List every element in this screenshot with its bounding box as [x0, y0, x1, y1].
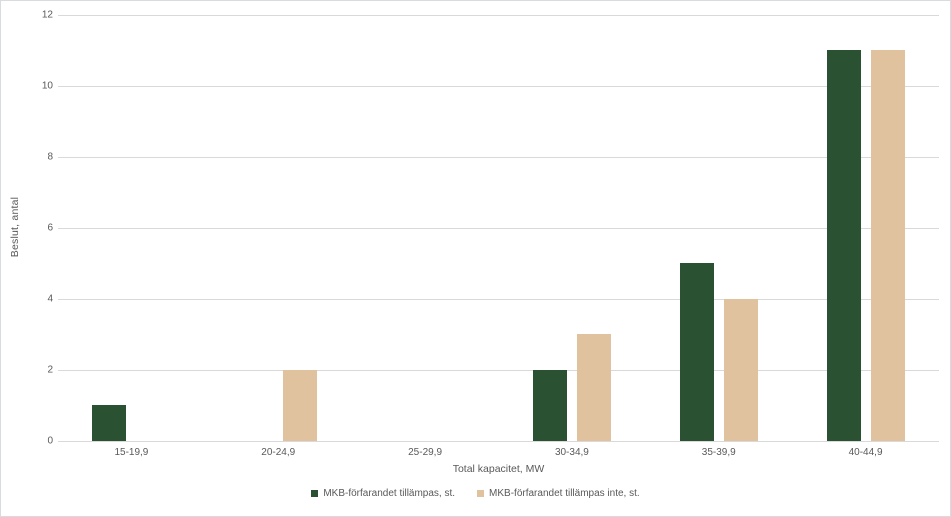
bar-groups — [58, 15, 939, 441]
bar-series1-35-39,9 — [679, 263, 714, 441]
legend-swatch-icon — [477, 490, 485, 497]
bar-series1-30-34,9 — [532, 370, 567, 441]
bar-series1-40-44,9 — [826, 50, 861, 441]
y-tick-label-2: 2 — [47, 364, 53, 376]
y-tick-label-12: 12 — [41, 9, 53, 21]
y-tick-label-6: 6 — [47, 222, 53, 234]
bar-group-20-24,9 — [205, 15, 352, 441]
bar-group-15-19,9 — [58, 15, 205, 441]
legend-swatch-icon — [311, 490, 319, 497]
plot-area — [58, 15, 939, 442]
bar-group-40-44,9 — [792, 15, 939, 441]
x-tick-label-40-44,9: 40-44,9 — [848, 447, 883, 458]
gridline-y-4 — [58, 299, 939, 300]
y-tick-label-4: 4 — [47, 293, 53, 305]
gridline-y-12 — [58, 15, 939, 16]
legend-label: MKB-förfarandet tillämpas inte, st. — [489, 488, 640, 499]
x-tick-label-35-39,9: 35-39,9 — [701, 447, 736, 458]
bar-group-25-29,9 — [352, 15, 499, 441]
gridline-y-0 — [58, 441, 939, 442]
gridline-y-2 — [58, 370, 939, 371]
bar-series2-30-34,9 — [576, 334, 611, 441]
bar-series2-35-39,9 — [723, 299, 758, 441]
y-tick-label-0: 0 — [47, 435, 53, 447]
x-tick-label-30-34,9: 30-34,9 — [554, 447, 589, 458]
x-axis-title: Total kapacitet, MW — [452, 463, 545, 475]
bar-series2-20-24,9 — [283, 370, 318, 441]
x-tick-label-15-19,9: 15-19,9 — [114, 447, 149, 458]
legend-item-1: MKB-förfarandet tillämpas, st. — [311, 488, 455, 499]
gridline-y-6 — [58, 228, 939, 229]
bar-series2-40-44,9 — [870, 50, 905, 441]
bar-group-30-34,9 — [498, 15, 645, 441]
x-tick-label-20-24,9: 20-24,9 — [261, 447, 296, 458]
y-tick-label-10: 10 — [41, 80, 53, 92]
legend-item-2: MKB-förfarandet tillämpas inte, st. — [477, 488, 640, 499]
y-axis-tick-labels: 12 10 8 6 4 2 0 — [1, 10, 53, 447]
gridline-y-10 — [58, 86, 939, 87]
y-tick-label-8: 8 — [47, 151, 53, 163]
gridline-y-8 — [58, 157, 939, 158]
bar-series1-15-19,9 — [92, 405, 127, 441]
legend: MKB-förfarandet tillämpas, st. MKB-förfar… — [1, 488, 950, 499]
legend-label: MKB-förfarandet tillämpas, st. — [323, 488, 456, 499]
bar-group-35-39,9 — [645, 15, 792, 441]
x-axis-category-labels: 15-19,9 20-24,9 25-29,9 30-34,9 35-39,9 40-44… — [58, 447, 939, 458]
x-tick-label-25-29,9: 25-29,9 — [408, 447, 443, 458]
